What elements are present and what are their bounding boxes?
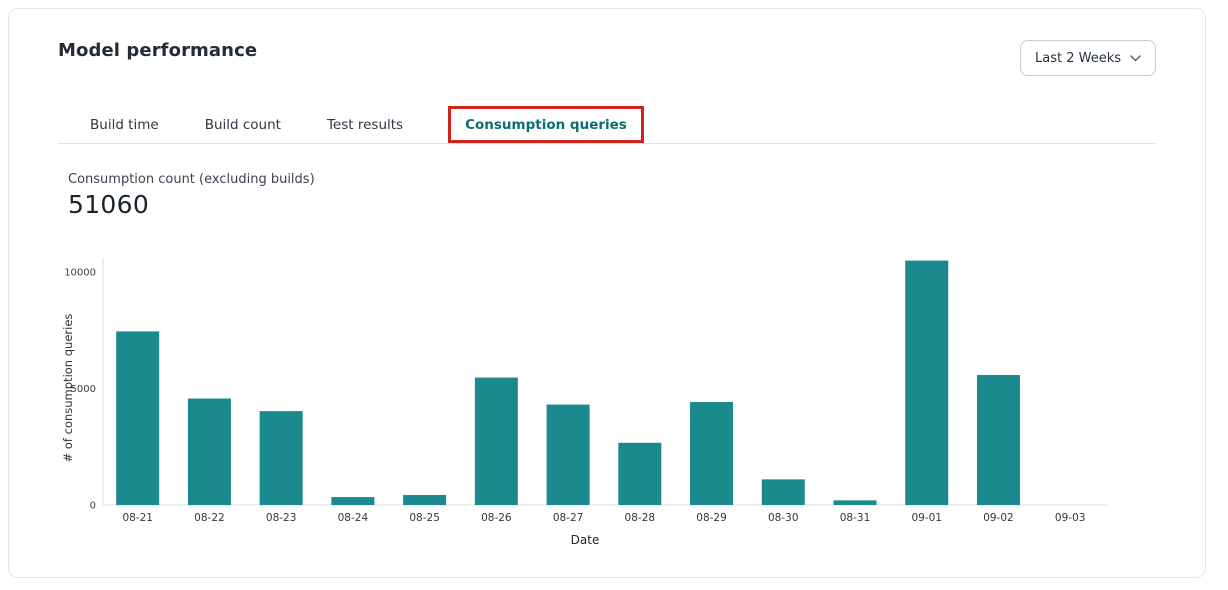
x-tick-label: 08-30 xyxy=(768,512,799,524)
bar-08-28[interactable] xyxy=(618,442,662,505)
x-tick-label: 08-22 xyxy=(194,512,225,524)
chart-area: 0 5000 10000 # of consumption queries 08-21 0… xyxy=(58,246,1156,560)
y-axis-title: # of consumption queries xyxy=(61,314,75,463)
tab-build-time[interactable]: Build time xyxy=(90,116,159,133)
x-tick-label: 08-31 xyxy=(840,512,871,524)
x-tick-label: 09-02 xyxy=(983,512,1014,524)
tab-test-results[interactable]: Test results xyxy=(326,116,404,133)
bar-09-01[interactable] xyxy=(905,260,949,505)
x-tick-label: 08-27 xyxy=(553,512,584,524)
bar-08-21[interactable] xyxy=(116,331,160,505)
tab-consumption-queries[interactable]: Consumption queries xyxy=(448,105,644,143)
bar-08-26[interactable] xyxy=(474,377,518,505)
x-tick-label: 08-29 xyxy=(696,512,727,524)
x-tick-label: 08-26 xyxy=(481,512,512,524)
x-tick-label: 09-03 xyxy=(1055,512,1086,524)
bar-08-22[interactable] xyxy=(187,398,231,505)
x-tick-label: 08-25 xyxy=(409,512,440,524)
tab-build-count[interactable]: Build count xyxy=(204,116,281,133)
page-title: Model performance xyxy=(58,40,258,61)
bar-08-23[interactable] xyxy=(259,411,303,505)
metric-block: Consumption count (excluding builds) 510… xyxy=(58,172,1156,219)
y-tick-label: 10000 xyxy=(64,268,96,279)
y-tick-label: 5000 xyxy=(71,384,96,395)
x-tick-label: 08-24 xyxy=(338,512,369,524)
model-performance-card: Model performance Last 2 Weeks Build tim… xyxy=(8,8,1206,578)
metric-label: Consumption count (excluding builds) xyxy=(68,172,315,187)
x-tick-label: 09-01 xyxy=(911,512,942,524)
bar-08-27[interactable] xyxy=(546,404,590,505)
bar-08-25[interactable] xyxy=(403,494,447,505)
consumption-queries-bar-chart: 0 5000 10000 # of consumption queries 08-21 0… xyxy=(61,258,1108,547)
x-tick-label: 08-21 xyxy=(122,512,153,524)
chevron-down-icon xyxy=(1130,54,1141,61)
bar-08-30[interactable] xyxy=(761,479,805,505)
bar-08-24[interactable] xyxy=(331,497,375,505)
y-tick-label: 0 xyxy=(90,501,96,512)
tab-bar: Build time Build count Test results Cons… xyxy=(58,105,1156,144)
bar-08-29[interactable] xyxy=(690,402,734,505)
tab-consumption-queries-label: Consumption queries xyxy=(465,116,627,133)
date-range-value: Last 2 Weeks xyxy=(1034,50,1121,66)
x-tick-label: 08-23 xyxy=(266,512,297,524)
x-tick-label: 08-28 xyxy=(625,512,656,524)
date-range-dropdown[interactable]: Last 2 Weeks xyxy=(1019,40,1156,76)
metric-value: 51060 xyxy=(68,190,150,219)
bar-09-02[interactable] xyxy=(976,374,1020,505)
card-header: Model performance Last 2 Weeks xyxy=(58,9,1156,76)
bar-08-31[interactable] xyxy=(833,500,877,505)
x-axis-title: Date xyxy=(571,533,600,547)
